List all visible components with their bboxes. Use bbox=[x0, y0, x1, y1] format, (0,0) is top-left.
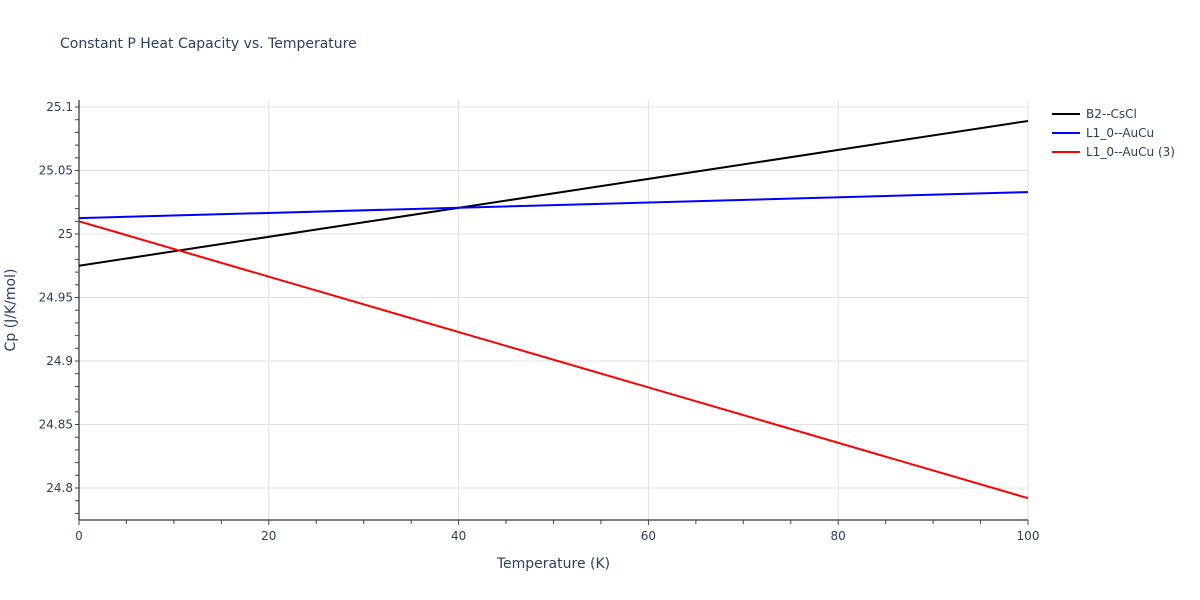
x-tick-label: 40 bbox=[451, 529, 466, 543]
y-tick-label: 25 bbox=[58, 227, 73, 241]
y-tick-label: 25.1 bbox=[46, 100, 73, 114]
y-tick-label: 24.95 bbox=[39, 291, 73, 305]
series-line[interactable] bbox=[78, 191, 1029, 220]
legend-label: L1_0--AuCu (3) bbox=[1086, 144, 1175, 159]
chart-title: Constant P Heat Capacity vs. Temperature bbox=[60, 36, 357, 52]
y-axis-title: Cp (J/K/mol) bbox=[3, 269, 19, 352]
y-tick-label: 25.05 bbox=[39, 164, 73, 178]
x-tick-label: 80 bbox=[831, 529, 846, 543]
y-tick-label: 24.8 bbox=[46, 481, 73, 495]
legend-item-b2-cscl[interactable]: B2--CsCl bbox=[1052, 104, 1175, 123]
x-tick-label: 20 bbox=[261, 529, 276, 543]
series-line[interactable] bbox=[78, 220, 1029, 500]
series-line[interactable] bbox=[78, 119, 1029, 267]
legend-swatch-icon bbox=[1052, 131, 1080, 134]
legend-label: L1_0--AuCu bbox=[1086, 125, 1155, 140]
x-tick-label: 100 bbox=[1017, 529, 1040, 543]
legend-label: B2--CsCl bbox=[1086, 106, 1137, 121]
legend: B2--CsCl L1_0--AuCu L1_0--AuCu (3) bbox=[1052, 104, 1175, 161]
legend-item-l10-aucu[interactable]: L1_0--AuCu bbox=[1052, 123, 1175, 142]
legend-swatch-icon bbox=[1052, 150, 1080, 153]
legend-swatch-icon bbox=[1052, 112, 1080, 115]
y-tick-label: 24.85 bbox=[39, 418, 73, 432]
x-axis-title: Temperature (K) bbox=[496, 556, 610, 572]
x-tick-label: 0 bbox=[75, 529, 83, 543]
y-tick-label: 24.9 bbox=[46, 354, 73, 368]
legend-item-l10-aucu-3[interactable]: L1_0--AuCu (3) bbox=[1052, 142, 1175, 161]
x-tick-label: 60 bbox=[641, 529, 656, 543]
